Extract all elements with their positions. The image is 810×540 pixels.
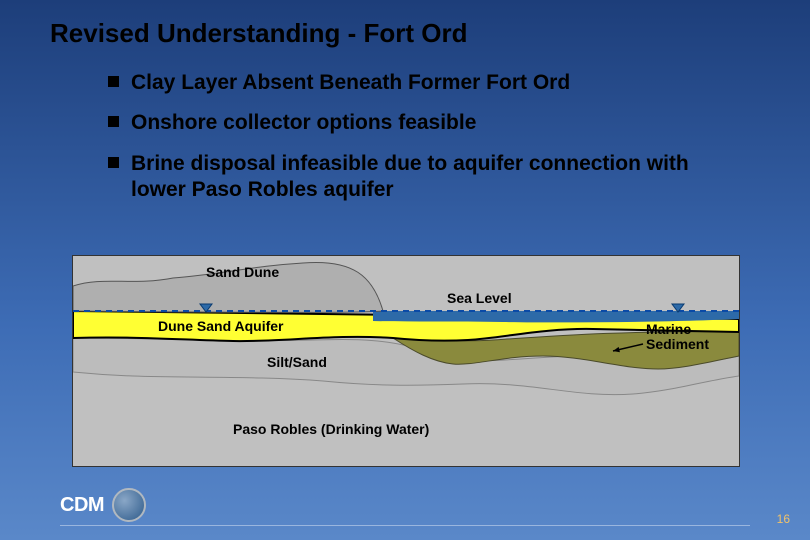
globe-icon — [112, 488, 146, 522]
label-marine-sediment: Marine Sediment — [646, 322, 709, 353]
label-paso-robles: Paso Robles (Drinking Water) — [233, 421, 429, 437]
cross-section-diagram: Sand Dune Sea Level Dune Sand Aquifer Si… — [72, 255, 740, 467]
bullet-marker-icon — [108, 157, 119, 168]
bullet-list: Clay Layer Absent Beneath Former Fort Or… — [108, 70, 748, 217]
label-marine-sediment-text: Marine Sediment — [646, 322, 709, 353]
bullet-item: Brine disposal infeasible due to aquifer… — [108, 151, 748, 204]
bullet-marker-icon — [108, 76, 119, 87]
bullet-item: Clay Layer Absent Beneath Former Fort Or… — [108, 70, 748, 96]
page-number: 16 — [777, 512, 790, 526]
label-sea-level: Sea Level — [447, 290, 512, 306]
bullet-item: Onshore collector options feasible — [108, 110, 748, 136]
bullet-text: Onshore collector options feasible — [131, 110, 476, 136]
logo-area: CDM — [60, 488, 146, 522]
label-dune-sand-aquifer: Dune Sand Aquifer — [158, 318, 284, 334]
footer-rule — [60, 523, 750, 526]
bullet-text: Brine disposal infeasible due to aquifer… — [131, 151, 748, 204]
slide: Revised Understanding - Fort Ord Clay La… — [0, 0, 810, 540]
bullet-marker-icon — [108, 116, 119, 127]
slide-title: Revised Understanding - Fort Ord — [50, 18, 468, 49]
cdm-logo-text: CDM — [60, 494, 104, 517]
label-sand-dune: Sand Dune — [206, 264, 279, 280]
bullet-text: Clay Layer Absent Beneath Former Fort Or… — [131, 70, 570, 96]
label-silt-sand: Silt/Sand — [267, 354, 327, 370]
